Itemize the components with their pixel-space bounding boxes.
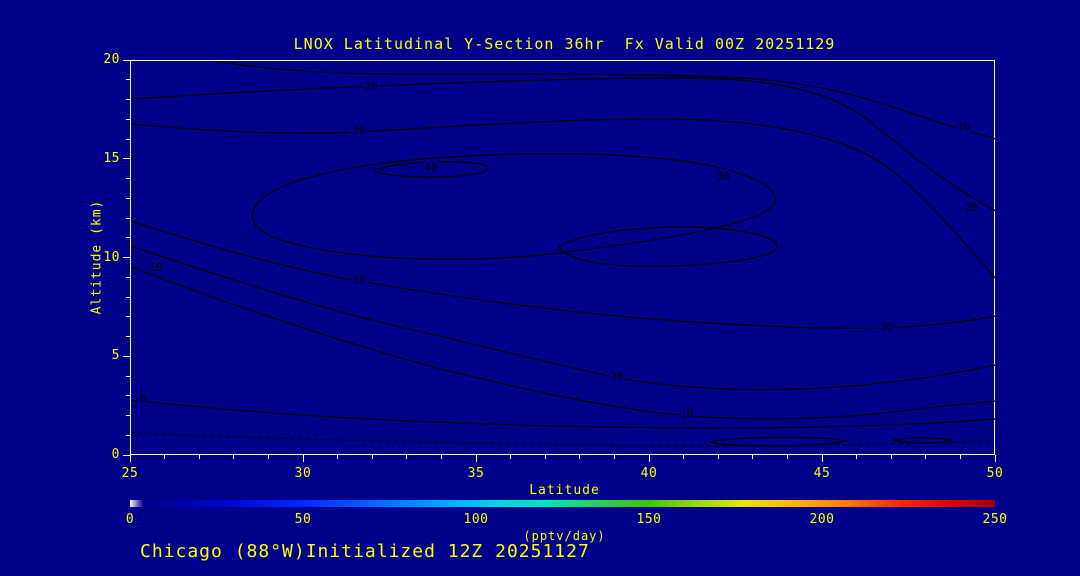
contour-label: 40 — [424, 161, 437, 174]
x-tick-label: 40 — [640, 466, 658, 481]
x-axis-tick — [994, 455, 996, 462]
colorbar-tick-label: 150 — [636, 512, 662, 527]
x-axis-minor-tick — [925, 455, 927, 459]
x-axis-minor-tick — [233, 455, 235, 459]
x-axis-minor-tick — [717, 455, 719, 459]
chart-title: LNOX Latitudinal Y-Section 36hr Fx Valid… — [293, 35, 836, 53]
y-axis-tick — [123, 59, 130, 61]
y-axis-tick — [123, 355, 130, 357]
colorbar-tick-label: 250 — [982, 512, 1008, 527]
contour-label: 20 — [364, 80, 377, 93]
contour-line-20 — [131, 77, 996, 212]
contour-line-30 — [131, 118, 996, 280]
x-axis-minor-tick — [337, 455, 339, 459]
colorbar-unit-label: (pptv/day) — [523, 529, 606, 543]
colorbar-tick-label: 100 — [463, 512, 489, 527]
y-axis-minor-tick — [126, 138, 130, 140]
contour-line-10 — [131, 266, 996, 420]
x-axis-minor-tick — [890, 455, 892, 459]
contour-label: 10 — [149, 261, 162, 274]
contour-line-30 — [131, 220, 996, 330]
x-axis-minor-tick — [579, 455, 581, 459]
colorbar-tick-label: 50 — [294, 512, 312, 527]
x-axis-minor-tick — [267, 455, 269, 459]
contour-line-30 — [251, 153, 777, 260]
contour-label: 30 — [716, 170, 729, 183]
x-tick-label: 25 — [121, 466, 139, 481]
y-axis-tick — [123, 257, 130, 258]
x-axis-minor-tick — [198, 455, 200, 459]
x-tick-label: 35 — [467, 466, 485, 481]
contour-svg: 10 20 20 30 30 40 30 30 20 10 10 0 — [131, 61, 996, 447]
y-axis-minor-tick — [126, 336, 130, 337]
colorbar-tick-label: 200 — [809, 512, 835, 527]
y-axis-minor-tick — [126, 296, 130, 298]
y-tick-label: 10 — [103, 249, 120, 265]
colorbar-tick-label: 0 — [125, 512, 135, 527]
contour-line-0 — [708, 436, 848, 447]
y-axis-minor-tick — [126, 276, 130, 278]
x-axis-tick — [129, 455, 131, 462]
x-axis-minor-tick — [786, 455, 788, 459]
x-axis-minor-tick — [440, 455, 442, 459]
y-tick-label: 5 — [111, 348, 120, 364]
contour-label: 10 — [957, 120, 970, 133]
x-axis-minor-tick — [856, 455, 858, 459]
y-axis-minor-tick — [126, 434, 130, 436]
x-axis-tick — [821, 455, 823, 462]
contour-line-0 — [892, 437, 954, 444]
contour-label: 30 — [880, 320, 893, 333]
y-tick-label: 20 — [103, 52, 120, 67]
footer-caption: Chicago (88°W)Initialized 12Z 20251127 — [140, 541, 590, 562]
y-axis-minor-tick — [126, 197, 130, 199]
colorbar — [130, 500, 995, 507]
y-axis-minor-tick — [126, 79, 130, 81]
x-axis-tick — [475, 455, 477, 462]
y-tick-label: 15 — [103, 150, 120, 166]
plot-area: 10 20 20 30 30 40 30 30 20 10 10 0 — [130, 60, 996, 455]
contour-line-10 — [215, 61, 996, 140]
y-tick-label: 0 — [111, 447, 120, 462]
contour-line-0 — [131, 432, 996, 447]
y-axis-tick — [123, 158, 130, 160]
y-axis-minor-tick — [126, 375, 130, 377]
contour-line-20 — [131, 245, 996, 391]
contour-label: 10 — [680, 407, 693, 420]
contour-line-40 — [374, 161, 489, 178]
x-axis-tick — [648, 455, 650, 462]
contour-label: 20 — [610, 370, 623, 383]
y-axis-tick — [123, 454, 130, 456]
x-axis-label: Latitude — [529, 483, 600, 498]
contour-label: 0 — [140, 392, 147, 405]
contour-label: 30 — [352, 124, 365, 137]
x-axis-minor-tick — [752, 455, 754, 459]
contour-label: 30 — [352, 273, 365, 286]
x-axis-tick — [302, 455, 304, 462]
y-axis-minor-tick — [126, 316, 130, 318]
contour-line-0 — [131, 399, 996, 429]
x-axis-minor-tick — [613, 455, 615, 459]
y-axis-minor-tick — [126, 178, 130, 179]
x-axis-minor-tick — [371, 455, 373, 459]
x-tick-label: 45 — [813, 466, 831, 481]
x-axis-minor-tick — [510, 455, 512, 459]
y-axis-minor-tick — [126, 395, 130, 397]
y-axis-minor-tick — [126, 99, 130, 100]
y-axis-minor-tick — [126, 415, 130, 416]
x-axis-minor-tick — [406, 455, 408, 459]
contour-label: 20 — [964, 201, 977, 214]
y-axis-minor-tick — [126, 118, 130, 120]
x-axis-minor-tick — [164, 455, 166, 459]
y-axis-minor-tick — [126, 217, 130, 219]
x-axis-minor-tick — [959, 455, 961, 459]
contour-line-40 — [558, 226, 778, 267]
y-axis-minor-tick — [126, 237, 130, 239]
x-tick-label: 50 — [986, 466, 1004, 481]
x-axis-minor-tick — [544, 455, 546, 459]
x-tick-label: 30 — [294, 466, 312, 481]
x-axis-minor-tick — [683, 455, 685, 459]
